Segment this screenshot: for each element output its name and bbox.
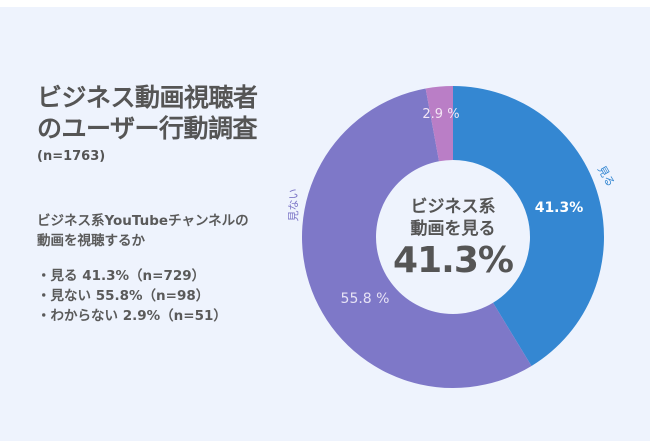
result-item-not-watch: 見ない 55.8%（n=98） bbox=[37, 286, 227, 306]
result-item-unknown: わからない 2.9%（n=51） bbox=[37, 306, 227, 326]
outer-label-not-watch: 見ない bbox=[287, 189, 300, 222]
donut-center-label: ビジネス系 動画を見る 41.3% bbox=[378, 196, 528, 282]
center-line-2: 動画を見る bbox=[410, 219, 496, 239]
outer-label-watch: 見る bbox=[595, 163, 617, 189]
label-not-watch: 55.8 % bbox=[341, 291, 390, 307]
label-unknown: 2.9 % bbox=[422, 107, 459, 122]
center-line-1: ビジネス系 bbox=[410, 197, 496, 217]
title-line-1: ビジネス動画視聴者 bbox=[37, 83, 258, 112]
question-line-2: 動画を視聴するか bbox=[37, 233, 145, 249]
slice-watch bbox=[453, 86, 604, 366]
chart-title: ビジネス動画視聴者 のユーザー行動調査 bbox=[37, 82, 258, 144]
slice-not-watch bbox=[302, 88, 532, 389]
center-value: 41.3% bbox=[393, 240, 514, 281]
slice-unknown bbox=[425, 86, 453, 162]
survey-question: ビジネス系YouTubeチャンネルの 動画を視聴するか bbox=[37, 211, 249, 251]
sample-size: (n=1763) bbox=[37, 149, 106, 164]
label-watch: 41.3% bbox=[535, 200, 584, 216]
result-item-watch: 見る 41.3%（n=729） bbox=[37, 266, 227, 286]
question-line-1: ビジネス系YouTubeチャンネルの bbox=[37, 213, 249, 229]
result-list: 見る 41.3%（n=729） 見ない 55.8%（n=98） わからない 2.… bbox=[37, 266, 227, 326]
title-line-2: のユーザー行動調査 bbox=[37, 114, 258, 143]
